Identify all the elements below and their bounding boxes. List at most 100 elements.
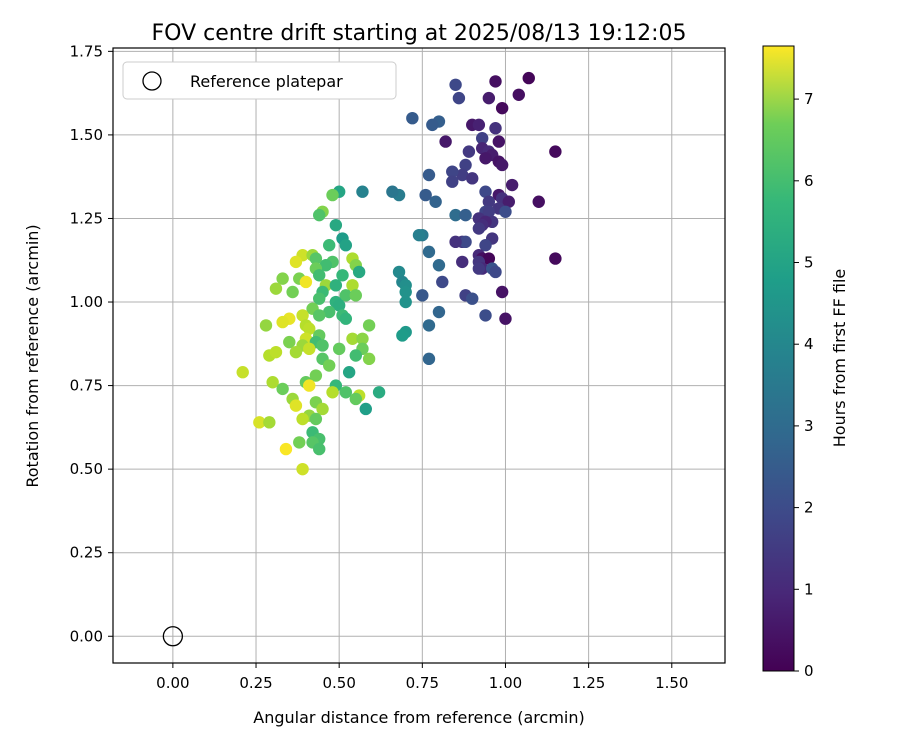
data-point: [459, 208, 472, 222]
colorbar-label: Hours from first FF file: [830, 269, 849, 448]
data-point: [446, 165, 459, 178]
data-point: [332, 299, 346, 312]
data-point: [489, 75, 502, 88]
data-point: [349, 349, 363, 362]
data-point: [482, 195, 496, 208]
data-point: [339, 239, 353, 252]
data-point: [339, 386, 353, 399]
data-point: [372, 386, 386, 399]
data-point: [459, 158, 472, 172]
data-point: [459, 235, 472, 249]
data-point: [303, 379, 316, 392]
data-point: [346, 279, 359, 292]
colorbar: 0 1 2 3 4 5 6 7 Hours from first FF file: [762, 45, 849, 680]
y-tick-label: 0.75: [70, 377, 103, 395]
data-point: [492, 135, 506, 148]
data-point: [289, 399, 303, 412]
legend-entry-reference-platepar: Reference platepar: [190, 72, 343, 91]
data-point: [296, 462, 309, 476]
legend-marker: [142, 71, 162, 91]
data-point: [505, 178, 519, 192]
reference-platepar-marker: [162, 626, 184, 647]
data-point: [279, 442, 293, 456]
data-point: [466, 172, 479, 185]
data-point: [386, 185, 399, 198]
colorbar-tick-label: 4: [804, 335, 814, 353]
reference-point: [162, 626, 184, 647]
data-point: [339, 289, 353, 302]
colorbar-ticks: 0 1 2 3 4 5 6 7: [794, 90, 814, 680]
data-point: [316, 339, 329, 352]
data-point: [482, 91, 496, 105]
data-point: [489, 122, 502, 135]
data-point: [399, 295, 412, 309]
y-tick-label: 0.50: [70, 460, 103, 478]
data-point: [322, 239, 336, 252]
data-point: [356, 332, 369, 345]
data-point: [339, 312, 353, 325]
data-point: [472, 262, 486, 275]
y-tick-label: 1.50: [70, 126, 103, 144]
x-tick-label: 1.25: [572, 674, 605, 692]
x-tick-label: 0.50: [322, 674, 355, 692]
data-point: [452, 91, 466, 105]
data-point: [426, 118, 439, 132]
data-point: [359, 402, 372, 416]
x-axis-label: Angular distance from reference (arcmin): [253, 708, 584, 727]
data-point: [422, 168, 436, 182]
data-point: [296, 309, 309, 322]
data-point: [479, 152, 492, 165]
data-point: [456, 255, 469, 269]
data-point: [276, 272, 289, 285]
data-point: [482, 252, 496, 265]
data-point: [422, 245, 436, 259]
x-tick-label: 1.00: [489, 674, 522, 692]
data-point: [356, 185, 369, 198]
grid-lines: [113, 48, 725, 663]
data-point: [479, 239, 492, 252]
data-point: [446, 175, 459, 188]
data-point: [479, 309, 492, 322]
data-point: [449, 78, 462, 91]
data-point: [456, 168, 469, 182]
data-point: [283, 335, 296, 349]
data-point: [266, 376, 279, 389]
colorbar-tick-label: 3: [804, 417, 814, 435]
data-point: [495, 101, 509, 115]
data-point: [296, 412, 309, 426]
data-point: [286, 285, 299, 299]
data-point: [449, 208, 462, 222]
data-point: [495, 158, 509, 172]
data-point: [429, 195, 442, 208]
y-tick-label: 0.00: [70, 627, 103, 645]
data-point: [319, 259, 333, 272]
colorbar-tick-label: 6: [804, 172, 814, 190]
data-point: [289, 345, 303, 359]
data-point: [263, 416, 276, 429]
data-point: [392, 265, 406, 279]
y-axis-label: Rotation from reference (arcmin): [23, 224, 42, 487]
data-point: [276, 315, 289, 329]
data-point: [326, 188, 339, 202]
data-point: [322, 305, 336, 319]
data-point: [352, 265, 366, 279]
colorbar-tick-label: 0: [804, 662, 814, 680]
data-point: [512, 88, 525, 101]
data-point: [422, 352, 436, 366]
data-point: [532, 195, 545, 208]
data-point: [316, 402, 329, 416]
data-point: [269, 282, 283, 295]
data-point: [303, 342, 316, 356]
colorbar-gradient: [762, 45, 795, 672]
data-point: [432, 259, 446, 272]
data-point: [329, 279, 343, 292]
data-point: [313, 309, 326, 322]
data-point: [309, 369, 323, 382]
data-point: [349, 392, 363, 406]
data-point: [336, 269, 349, 282]
legend: Reference platepar: [122, 61, 397, 100]
data-point: [309, 252, 323, 265]
colorbar-tick-label: 5: [804, 254, 814, 272]
y-tick-label: 0.25: [70, 544, 103, 562]
